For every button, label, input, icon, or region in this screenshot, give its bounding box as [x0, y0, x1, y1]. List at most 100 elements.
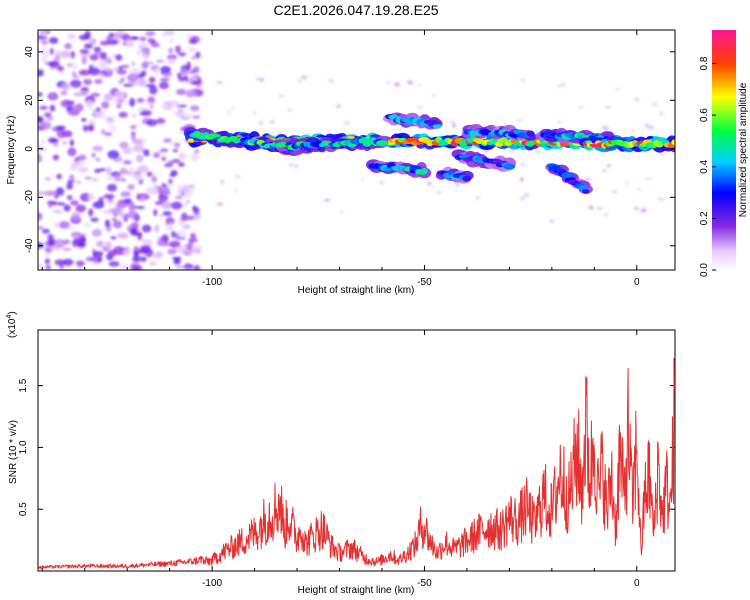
heatmap-noise-blob — [183, 263, 194, 270]
heatmap-faint-blob — [520, 78, 526, 83]
heatmap-frame — [37, 29, 676, 271]
heatmap-noise-blob — [189, 105, 200, 112]
heatmap-noise-blob — [38, 143, 42, 147]
heatmap-noise-blob — [140, 244, 151, 252]
heatmap-noise-blob — [196, 84, 202, 89]
snr-xtick-label: -50 — [417, 578, 432, 589]
heatmap-ytick-label: -20 — [24, 190, 35, 205]
heatmap-noise-blob — [174, 195, 184, 200]
heatmap-noise-blob — [77, 242, 87, 248]
heatmap-noise-blob — [192, 205, 197, 211]
snr-ytick-label: 1.0 — [18, 440, 29, 454]
heatmap-noise-blob — [171, 158, 181, 164]
heatmap-band-core — [376, 140, 388, 147]
heatmap-xtick-label: 0 — [634, 277, 640, 288]
heatmap-noise-blob — [74, 160, 86, 167]
heatmap-faint-blob — [293, 164, 299, 168]
snr-multiplier: (x104) — [6, 311, 18, 338]
heatmap-noise-blob — [153, 209, 158, 217]
heatmap-noise-blob — [70, 79, 82, 88]
heatmap-noise-blob — [176, 72, 182, 79]
heatmap-noise-blob — [75, 260, 85, 267]
heatmap-noise-blob — [126, 210, 139, 219]
heatmap-noise-blob — [97, 256, 103, 262]
heatmap-noise-blob — [123, 198, 133, 204]
heatmap-faint-blob — [216, 202, 224, 207]
heatmap-noise-blob — [191, 56, 197, 60]
heatmap-noise-blob — [176, 88, 187, 96]
heatmap-band-core — [582, 189, 590, 194]
snr-multiplier-exp: 4 — [6, 315, 13, 319]
heatmap-noise-blob — [107, 150, 120, 159]
heatmap-noise-blob — [38, 116, 44, 124]
heatmap-noise-blob — [49, 48, 54, 55]
heatmap-faint-blob — [578, 105, 584, 110]
heatmap-noise-blob — [66, 62, 74, 67]
heatmap-noise-blob — [168, 222, 173, 230]
heatmap-faint-blob — [557, 84, 563, 87]
heatmap-noise-blob — [177, 188, 182, 197]
heatmap-noise-blob — [92, 145, 104, 152]
heatmap-noise-blob — [149, 85, 158, 95]
heatmap-faint-blob — [651, 102, 659, 107]
heatmap-noise-blob — [127, 73, 139, 83]
colorbar: 0.0 0.2 0.4 0.6 0.8 Normalized spectral ampl… — [699, 30, 749, 277]
heatmap-noise-blob — [125, 39, 135, 48]
heatmap-noise-blob — [78, 166, 89, 173]
heatmap-noise-blob — [84, 176, 93, 180]
heatmap-noise-blob — [147, 96, 155, 103]
heatmap-noise-blob — [188, 70, 195, 74]
heatmap-faint-blob — [336, 103, 342, 109]
heatmap-noise-blob — [161, 104, 170, 109]
heatmap-faint-blob — [277, 94, 285, 98]
heatmap-noise-blob — [173, 110, 184, 116]
heatmap-band-core — [421, 168, 428, 175]
heatmap-xtick-label: -100 — [202, 277, 222, 288]
heatmap-noise-blob — [153, 68, 159, 76]
heatmap-noise-blob — [87, 124, 95, 132]
heatmap-noise-blob — [174, 257, 180, 262]
heatmap-faint-blob — [645, 177, 652, 180]
heatmap-noise-blob — [110, 236, 117, 240]
heatmap-noise-blob — [71, 212, 81, 221]
heatmap-noise-blob — [61, 247, 72, 252]
heatmap-noise-blob — [39, 105, 48, 110]
heatmap-noise-blob — [141, 149, 150, 153]
heatmap-faint-blob — [253, 110, 257, 116]
heatmap-noise-blob — [140, 62, 149, 69]
heatmap-noise-blob — [156, 117, 166, 124]
heatmap-noise-blob — [56, 129, 67, 139]
heatmap-noise-blob — [38, 155, 43, 163]
heatmap-faint-blob — [602, 168, 606, 173]
heatmap-noise-blob — [55, 202, 66, 206]
heatmap-noise-blob — [129, 227, 138, 236]
heatmap-noise-blob — [192, 115, 201, 120]
heatmap-noise-blob — [178, 162, 185, 167]
heatmap-noise-blob — [175, 265, 185, 269]
heatmap-noise-blob — [189, 186, 195, 193]
heatmap-noise-blob — [136, 50, 142, 55]
heatmap-faint-blob — [256, 77, 260, 81]
heatmap-noise-blob — [169, 36, 175, 43]
heatmap-band-core — [671, 139, 675, 146]
heatmap-noise-blob — [187, 250, 193, 254]
heatmap-noise-blob — [167, 57, 176, 65]
heatmap-faint-blob — [417, 106, 423, 109]
heatmap-noise-blob — [175, 45, 182, 54]
heatmap-faint-blob — [640, 208, 647, 213]
heatmap-noise-blob — [101, 68, 114, 78]
heatmap-noise-blob — [56, 173, 62, 180]
snr-series-line — [38, 357, 675, 570]
heatmap-noise-blob — [83, 222, 92, 228]
snr-ylabel: SNR (10 * v/v) — [8, 420, 19, 484]
heatmap-noise-blob — [108, 261, 120, 267]
heatmap-faint-blob — [520, 196, 525, 201]
heatmap-noise-blob — [162, 211, 172, 217]
heatmap-noise-blob — [127, 183, 135, 191]
heatmap-band-core — [503, 163, 516, 170]
heatmap-noise-blob — [167, 249, 177, 255]
heatmap-noise-blob — [85, 100, 94, 109]
heatmap-faint-blob — [614, 88, 622, 91]
heatmap-noise-blob — [137, 78, 147, 87]
snr-xtick-label: 0 — [634, 578, 640, 589]
